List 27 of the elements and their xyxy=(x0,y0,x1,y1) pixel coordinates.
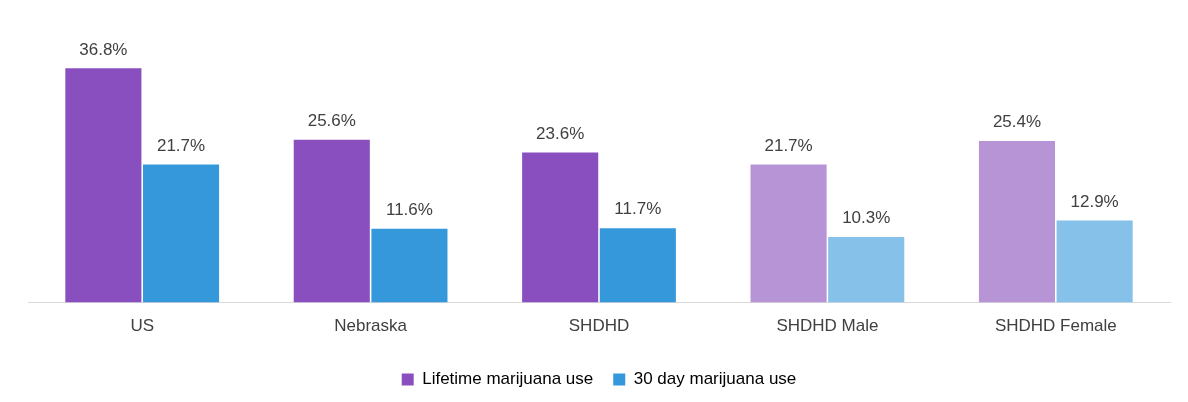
x-tick-label: SHDHD Female xyxy=(994,316,1117,336)
data-label: 23.6% xyxy=(536,123,585,143)
bar xyxy=(599,228,676,303)
bar xyxy=(293,139,370,303)
data-label: 12.9% xyxy=(1070,191,1119,211)
data-label: 21.7% xyxy=(764,135,813,155)
data-label: 11.7% xyxy=(614,199,662,219)
bar xyxy=(978,140,1056,303)
legend-label: Lifetime marijuana use xyxy=(422,369,594,389)
data-label: 11.6% xyxy=(385,199,433,219)
x-tick-label: US xyxy=(130,316,155,336)
legend-label: 30 day marijuana use xyxy=(633,369,797,389)
bar xyxy=(1056,220,1133,303)
x-tick-label: SHDHD xyxy=(568,316,630,336)
data-label: 21.7% xyxy=(156,135,206,155)
x-tick-label: Nebraska xyxy=(334,316,408,336)
data-label: 36.8% xyxy=(79,39,128,59)
data-label: 10.3% xyxy=(842,208,891,228)
bar xyxy=(750,164,827,303)
data-label: 25.4% xyxy=(992,112,1042,132)
bar xyxy=(142,164,220,303)
bar xyxy=(65,68,142,303)
data-label: 25.6% xyxy=(307,110,356,130)
bar xyxy=(371,228,448,303)
x-tick-label: SHDHD Male xyxy=(776,316,879,336)
bar xyxy=(828,237,905,303)
bar xyxy=(522,152,599,303)
